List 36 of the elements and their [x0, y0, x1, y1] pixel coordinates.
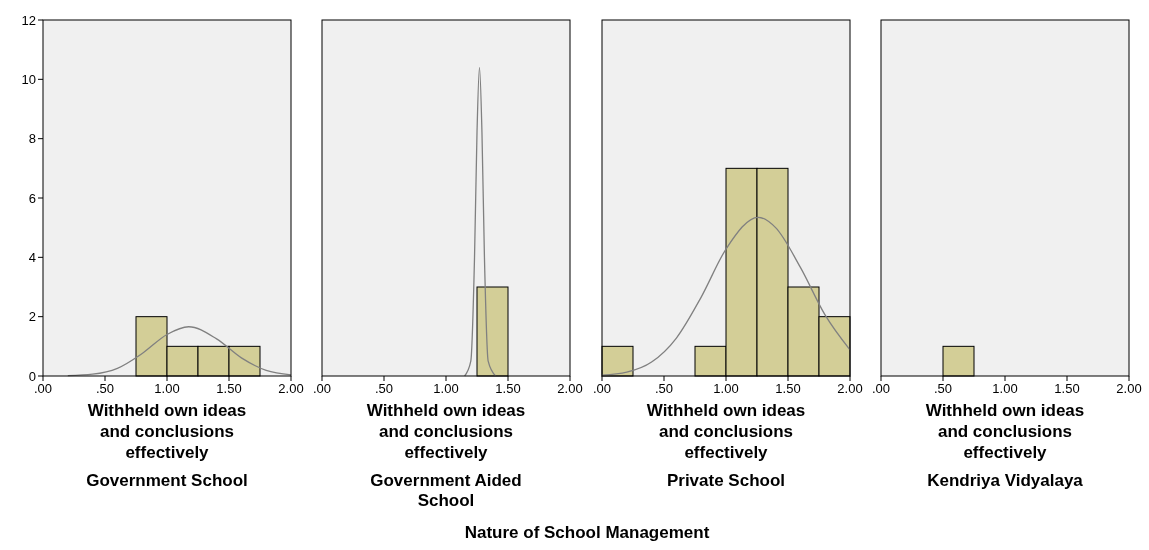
y-tick-label: 4	[28, 249, 36, 265]
x-tick-label: .00	[312, 381, 332, 396]
x-tick-label: 1.00	[713, 381, 739, 396]
y-tick-label: 10	[21, 71, 36, 87]
x-tick-label: .00	[592, 381, 612, 396]
x-tick-label: .50	[933, 381, 953, 396]
y-tick-label: 2	[28, 309, 36, 325]
x-axis-title: Withheld own ideas and conclusions effectively	[87, 401, 247, 462]
x-tick-label: 1.50	[775, 381, 801, 396]
x-tick-label: .50	[654, 381, 674, 396]
x-axis-title: Withheld own ideas and conclusions effectively	[646, 401, 806, 462]
x-tick-label: 2.00	[557, 381, 583, 396]
x-tick-label: 2.00	[278, 381, 304, 396]
x-tick-label: 1.50	[216, 381, 242, 396]
x-tick-label: .00	[33, 381, 53, 396]
y-tick-label: 12	[21, 12, 36, 28]
y-tick-label: 0	[28, 368, 36, 384]
x-tick-label: 2.00	[837, 381, 863, 396]
y-tick-label: 8	[28, 131, 36, 147]
x-tick-label: 2.00	[1116, 381, 1142, 396]
text: Kendriya Vidyalaya	[927, 471, 1084, 490]
x-tick-label: .50	[95, 381, 115, 396]
x-tick-label: 1.00	[992, 381, 1018, 396]
x-tick-label: 1.00	[433, 381, 459, 396]
x-axis-title: Withheld own ideas and conclusions effectively	[366, 401, 526, 462]
text: Private School	[666, 471, 786, 490]
x-tick-label: 1.50	[495, 381, 521, 396]
text: Nature of School Management	[464, 523, 710, 542]
y-tick-label: 6	[28, 190, 36, 206]
x-tick-label: .00	[871, 381, 891, 396]
x-tick-label: 1.00	[154, 381, 180, 396]
x-tick-label: 1.50	[1054, 381, 1080, 396]
x-tick-label: .50	[374, 381, 394, 396]
text: Government School	[86, 471, 248, 490]
text: Government Aided School	[370, 471, 522, 510]
x-axis-title: Withheld own ideas and conclusions effectively	[925, 401, 1085, 462]
